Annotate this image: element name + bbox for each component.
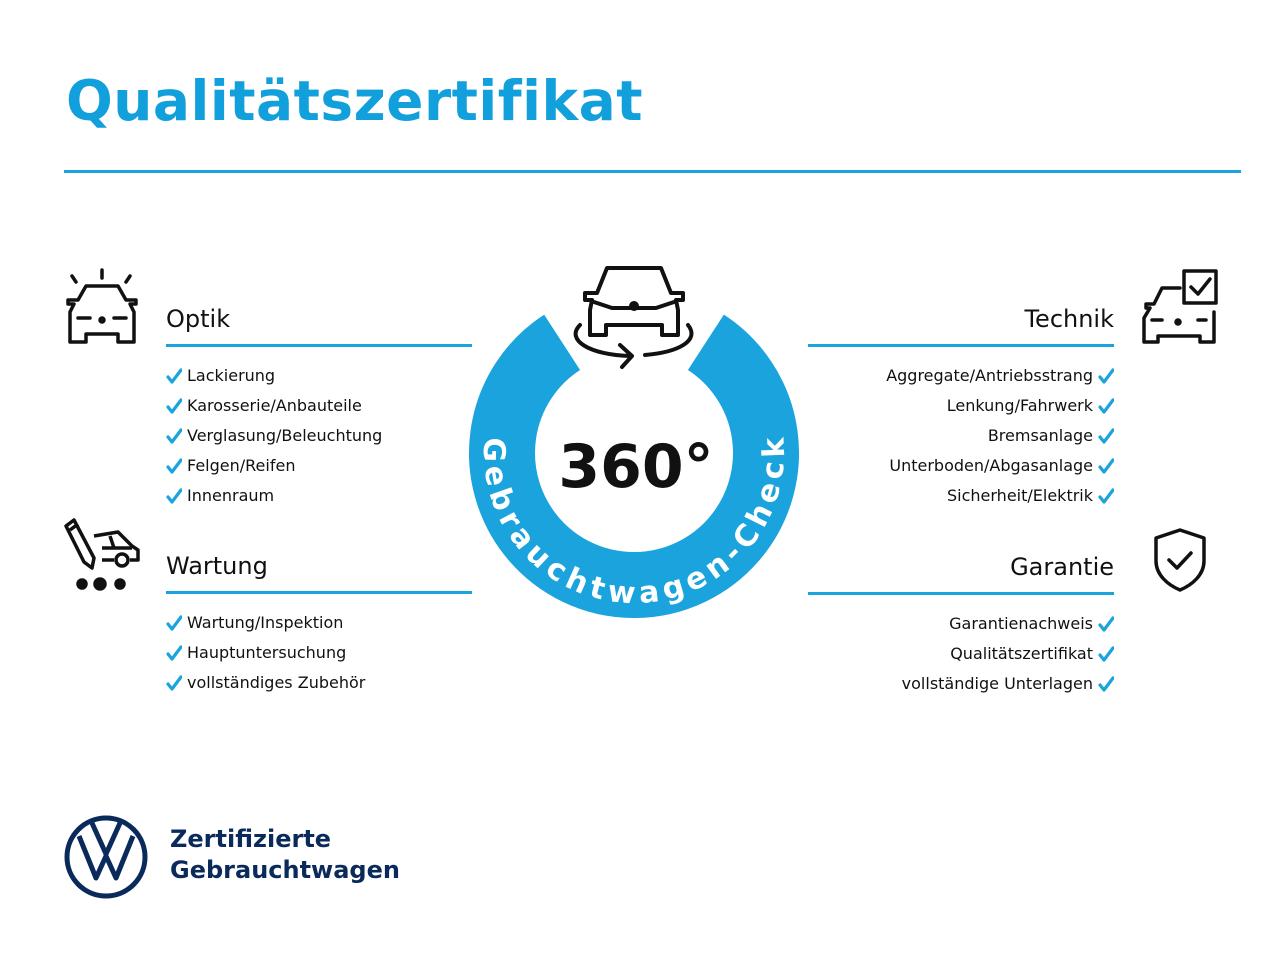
checkmark-icon	[1098, 428, 1114, 444]
list-item: Garantienachweis	[808, 609, 1114, 639]
section-wartung: Wartung Wartung/Inspektion Hauptuntersuc…	[166, 549, 472, 698]
section-divider	[166, 591, 472, 594]
section-technik: Technik Aggregate/Antriebsstrang Lenkung…	[808, 302, 1114, 511]
checkmark-icon	[166, 615, 182, 631]
checkmark-icon	[166, 368, 182, 384]
section-heading: Wartung	[166, 552, 268, 580]
checkmark-icon	[1098, 616, 1114, 632]
list-item: Unterboden/Abgasanlage	[808, 451, 1114, 481]
list-item: Wartung/Inspektion	[166, 608, 472, 638]
title-divider	[64, 170, 1241, 173]
badge-arc-letter: G	[476, 437, 512, 462]
page-title: Qualitätszertifikat	[66, 69, 644, 133]
service-car-icon	[64, 518, 140, 591]
brand-line-1: Zertifizierte	[170, 825, 332, 853]
badge-arc-letter: w	[606, 574, 637, 611]
list-item: Qualitätszertifikat	[808, 639, 1114, 669]
list-item: Karosserie/Anbauteile	[166, 391, 472, 421]
section-garantie: Garantie Garantienachweis Qualitätszerti…	[808, 550, 1114, 699]
badge-arc-letter: a	[637, 574, 661, 611]
car-rotate-icon	[573, 266, 694, 369]
list-item: vollständiges Zubehör	[166, 668, 472, 698]
list-item: Sicherheit/Elektrik	[808, 481, 1114, 511]
brand-line-2: Gebrauchtwagen	[170, 856, 400, 884]
list-item: Lenkung/Fahrwerk	[808, 391, 1114, 421]
badge-arc-letter: k	[756, 436, 792, 458]
list-item: Innenraum	[166, 481, 472, 511]
brand-text: Zertifizierte Gebrauchtwagen	[170, 824, 400, 886]
car-lights-icon	[66, 268, 138, 344]
badge-arc-letter: c	[755, 459, 792, 481]
list-item: Bremsanlage	[808, 421, 1114, 451]
checkmark-icon	[166, 398, 182, 414]
list-item: vollständige Unterlagen	[808, 669, 1114, 699]
section-optik: Optik Lackierung Karosserie/Anbauteile V…	[166, 302, 472, 511]
vw-logo	[64, 815, 148, 899]
section-divider	[808, 344, 1114, 347]
checkmark-icon	[1098, 646, 1114, 662]
list-item: Felgen/Reifen	[166, 451, 472, 481]
checkmark-icon	[1098, 368, 1114, 384]
checkmark-icon	[166, 428, 182, 444]
checkmark-icon	[166, 675, 182, 691]
car-checklist-icon	[1142, 269, 1218, 344]
section-heading: Optik	[166, 305, 231, 333]
checkmark-icon	[166, 458, 182, 474]
section-divider	[808, 592, 1114, 595]
checkmark-icon	[1098, 398, 1114, 414]
checkmark-icon	[166, 645, 182, 661]
section-heading: Technik	[1024, 305, 1114, 333]
badge-number: 360°	[558, 432, 713, 502]
list-item: Aggregate/Antriebsstrang	[808, 361, 1114, 391]
checkmark-icon	[1098, 676, 1114, 692]
shield-check-icon	[1154, 528, 1206, 592]
checkmark-icon	[166, 488, 182, 504]
checkmark-icon	[1098, 458, 1114, 474]
section-heading: Garantie	[1010, 553, 1114, 581]
checkmark-icon	[1098, 488, 1114, 504]
list-item: Verglasung/Beleuchtung	[166, 421, 472, 451]
list-item: Lackierung	[166, 361, 472, 391]
section-divider	[166, 344, 472, 347]
list-item: Hauptuntersuchung	[166, 638, 472, 668]
badge-ring	[469, 314, 799, 618]
